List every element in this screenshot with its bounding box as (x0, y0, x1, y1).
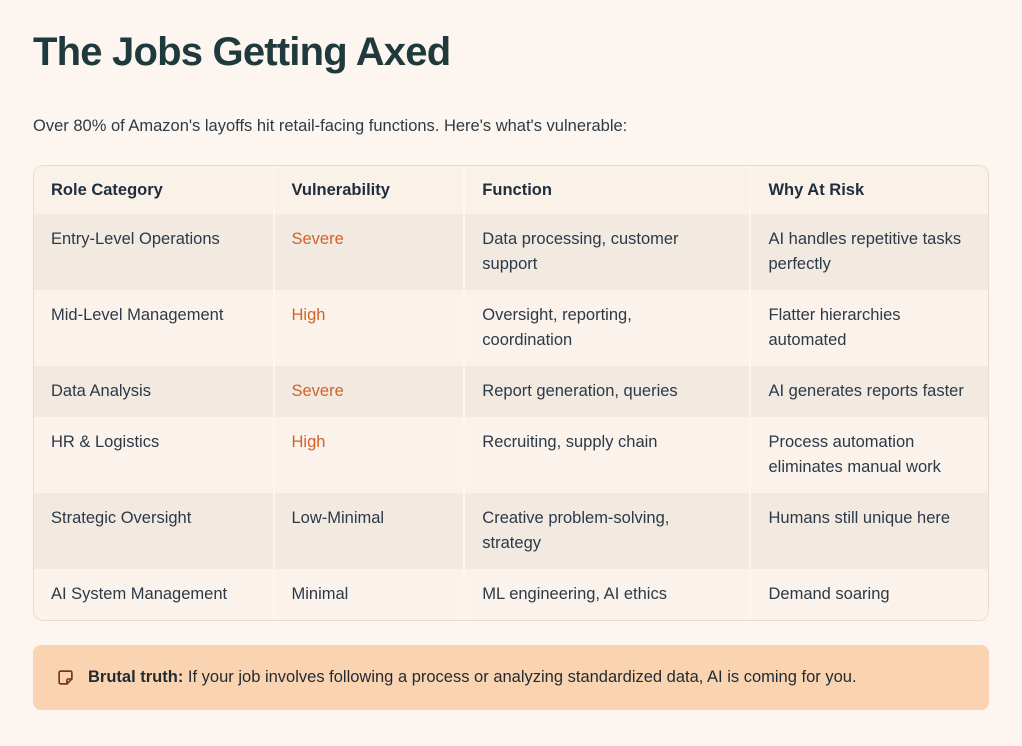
role-cell: AI System Management (34, 569, 273, 620)
function-cell: ML engineering, AI ethics (463, 569, 750, 620)
function-cell: Report generation, queries (463, 366, 750, 417)
callout-label: Brutal truth: (88, 668, 184, 686)
role-cell: Entry-Level Operations (34, 214, 273, 290)
vulnerability-cell: Severe (272, 214, 464, 290)
why-at-risk-cell: Demand soaring (749, 569, 988, 620)
table-body: Entry-Level Operations Severe Data process… (34, 214, 988, 620)
column-header: Role Category (34, 166, 273, 214)
function-cell: Creative problem-solving, strategy (463, 493, 750, 569)
vulnerability-cell: Severe (272, 366, 464, 417)
role-cell: HR & Logistics (34, 417, 273, 493)
why-at-risk-cell: Humans still unique here (749, 493, 988, 569)
why-at-risk-cell: AI handles repetitive tasks perfectly (749, 214, 988, 290)
column-header: Function (463, 166, 750, 214)
brutal-truth-callout: Brutal truth: If your job involves follo… (33, 645, 989, 710)
function-cell: Data processing, customer support (463, 214, 750, 290)
table-header-row: Role Category Vulnerability Function Why At… (34, 166, 988, 214)
table-row: Data Analysis Severe Report generation, qu… (34, 366, 988, 417)
column-header: Why At Risk (749, 166, 988, 214)
jobs-table: Role Category Vulnerability Function Why At… (33, 165, 989, 621)
jobs-axed-card: The Jobs Getting Axed Over 80% of Amazon… (33, 30, 989, 710)
table-row: Mid-Level Management High Oversight, repor… (34, 290, 988, 366)
function-cell: Recruiting, supply chain (463, 417, 750, 493)
callout-text: Brutal truth: If your job involves follo… (88, 665, 857, 690)
table-row: Entry-Level Operations Severe Data process… (34, 214, 988, 290)
why-at-risk-cell: Process automation eliminates manual wor… (749, 417, 988, 493)
column-header: Vulnerability (272, 166, 464, 214)
vulnerability-cell: High (272, 290, 464, 366)
sticky-note-icon (57, 668, 74, 687)
why-at-risk-cell: AI generates reports faster (749, 366, 988, 417)
table-row: Strategic Oversight Low-Minimal Creative p… (34, 493, 988, 569)
role-cell: Mid-Level Management (34, 290, 273, 366)
page-subtitle: Over 80% of Amazon's layoffs hit retail-… (33, 117, 628, 135)
function-cell: Oversight, reporting, coordination (463, 290, 750, 366)
table-row: HR & Logistics High Recruiting, supply cha… (34, 417, 988, 493)
vulnerability-cell: High (272, 417, 464, 493)
vulnerability-cell: Minimal (272, 569, 464, 620)
why-at-risk-cell: Flatter hierarchies automated (749, 290, 988, 366)
table-row: AI System Management Minimal ML engineerin… (34, 569, 988, 620)
role-cell: Data Analysis (34, 366, 273, 417)
callout-message: If your job involves following a process… (187, 668, 857, 686)
page-title: The Jobs Getting Axed (33, 30, 451, 74)
vulnerability-cell: Low-Minimal (272, 493, 464, 569)
role-cell: Strategic Oversight (34, 493, 273, 569)
